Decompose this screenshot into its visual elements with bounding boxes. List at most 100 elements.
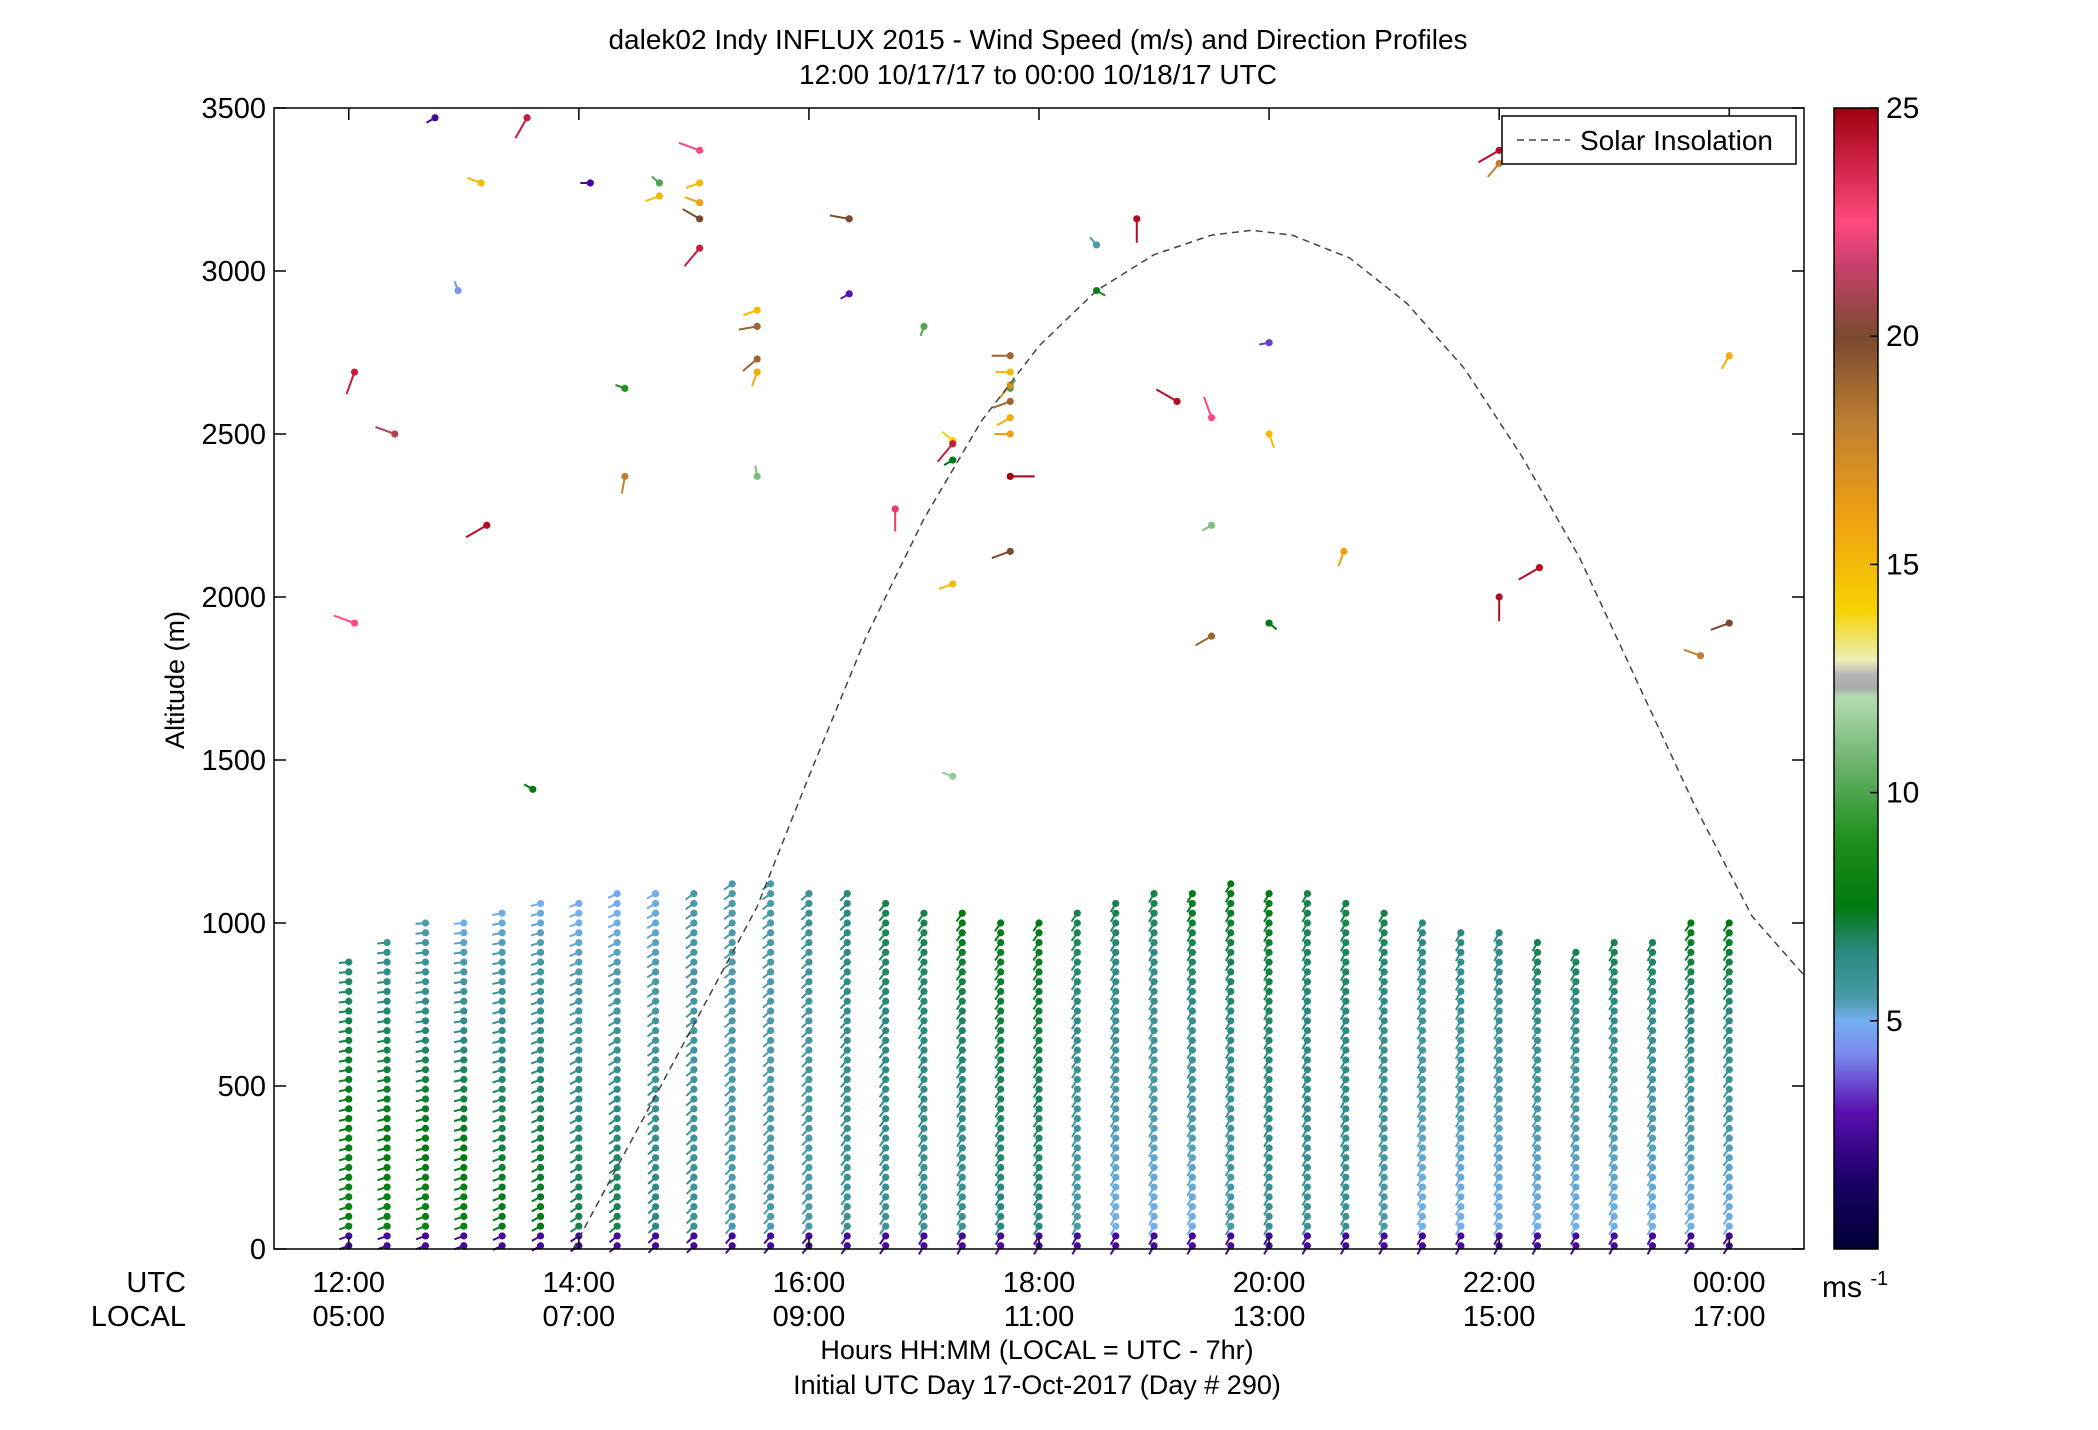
- profile-barb-dot: [1725, 1066, 1733, 1074]
- profile-barb-dot: [805, 1017, 813, 1025]
- profile-barb-dot: [997, 1095, 1005, 1103]
- profile-barb-dot: [1265, 1115, 1273, 1123]
- profile-barb-dot: [1150, 1222, 1158, 1230]
- profile-barb-dot: [882, 1036, 890, 1044]
- profile-barb-dot: [1457, 1124, 1465, 1132]
- profile-barb-dot: [1227, 929, 1235, 937]
- profile-barb-dot: [536, 1242, 545, 1250]
- profile-barb-dot: [690, 1085, 698, 1093]
- scatter-barb-stem: [1518, 566, 1540, 581]
- profile-barb-dot: [383, 987, 391, 996]
- profile-barb-dot: [1572, 1134, 1580, 1142]
- profile-barb-dot: [1265, 1222, 1273, 1230]
- profile-barb-dot: [345, 1026, 353, 1035]
- profile-barb-dot: [1725, 1085, 1733, 1093]
- profile-barb-dot: [1495, 1183, 1503, 1191]
- profile-barb-dot: [1227, 987, 1235, 996]
- profile-barb-dot: [1303, 958, 1311, 966]
- profile-barb-dot: [843, 1026, 851, 1035]
- scatter-barb-dot: [1265, 430, 1273, 438]
- profile-barb-dot: [1227, 997, 1235, 1005]
- profile-barb-dot: [345, 1017, 353, 1025]
- profile-barb-dot: [1035, 1232, 1043, 1240]
- profile-barb-dot: [958, 1085, 966, 1093]
- profile-barb-dot: [1150, 1095, 1158, 1103]
- scatter-barb-dot: [1725, 352, 1733, 360]
- profile-barb-dot: [1648, 987, 1657, 996]
- colorbar-tick-label: 25: [1886, 92, 1919, 125]
- profile-barb-dot: [1112, 1085, 1120, 1093]
- profile-barb-dot: [1495, 987, 1503, 996]
- profile-barb-dot: [882, 899, 890, 908]
- profile-barb-dot: [421, 1075, 430, 1084]
- profile-barb-dot: [1227, 938, 1235, 947]
- profile-barb-dot: [1303, 997, 1311, 1005]
- profile-barb-dot: [1150, 1242, 1158, 1250]
- y-tick-label: 3500: [201, 93, 266, 125]
- profile-barb-dot: [728, 1026, 736, 1035]
- profile-barb-dot: [1418, 919, 1427, 927]
- profile-barb-dot: [1227, 1242, 1235, 1250]
- profile-barb-dot: [1610, 1144, 1618, 1152]
- profile-barb-dot: [1227, 1115, 1235, 1123]
- profile-barb-dot: [1687, 919, 1695, 927]
- profile-barb-dot: [1035, 1105, 1043, 1113]
- profile-barb-dot: [1495, 968, 1503, 976]
- profile-barb-dot: [1418, 1232, 1427, 1240]
- profile-barb-dot: [1073, 909, 1081, 917]
- profile-barb-dot: [1227, 909, 1235, 917]
- profile-barb-dot: [613, 1222, 621, 1230]
- profile-barb-dot: [1035, 1163, 1043, 1172]
- profile-barb-dot: [805, 890, 813, 898]
- profile-barb-dot: [690, 1232, 698, 1240]
- profile-barb-dot: [1457, 1075, 1465, 1084]
- profile-barb-dot: [1380, 997, 1388, 1005]
- profile-barb-dot: [1150, 968, 1158, 976]
- profile-barb-dot: [1342, 987, 1350, 996]
- profile-barb-dot: [1648, 1085, 1657, 1093]
- profile-barb-dot: [1687, 1007, 1695, 1015]
- profile-barb-dot: [1188, 978, 1196, 986]
- profile-barb-dot: [690, 1203, 698, 1211]
- profile-barb-dot: [651, 929, 660, 937]
- profile-barb-dot: [1265, 948, 1273, 956]
- profile-barb-dot: [345, 958, 353, 966]
- profile-barb-dot: [1572, 1212, 1580, 1220]
- profile-barb-dot: [345, 1222, 353, 1230]
- profile-barb-dot: [1342, 968, 1350, 976]
- profile-barb-dot: [1380, 938, 1388, 947]
- profile-barb-dot: [498, 929, 506, 937]
- profile-barb-dot: [1495, 1115, 1503, 1123]
- profile-barb-dot: [1610, 1017, 1618, 1025]
- profile-barb-dot: [1188, 1193, 1196, 1201]
- profile-barb-dot: [1572, 1154, 1580, 1162]
- profile-barb-dot: [1342, 1056, 1350, 1064]
- profile-barb-dot: [1342, 1095, 1350, 1103]
- profile-barb-dot: [1495, 948, 1503, 956]
- y-axis: 0 500 1000 1500 2000 2500 3000 3500: [201, 93, 1804, 1266]
- profile-barb-dot: [460, 987, 468, 996]
- profile-barb-dot: [1418, 1212, 1427, 1220]
- profile-barb-dot: [1150, 1124, 1158, 1132]
- y-tick-label: 1000: [201, 908, 266, 940]
- profile-barb-dot: [920, 1075, 928, 1084]
- profile-barb-dot: [1725, 1183, 1733, 1191]
- profile-barb-dot: [997, 987, 1005, 996]
- profile-barb-dot: [536, 1026, 545, 1035]
- profile-barb-dot: [767, 1046, 775, 1054]
- profile-barb-dot: [460, 1232, 468, 1240]
- profile-barb-dot: [1457, 1163, 1465, 1172]
- profile-barb-dot: [1150, 1056, 1158, 1064]
- profile-barb-dot: [1150, 1154, 1158, 1162]
- x-tick-label-utc: 18:00: [1003, 1267, 1076, 1299]
- profile-barb-dot: [1380, 1007, 1388, 1015]
- profile-barb-dot: [613, 1056, 621, 1064]
- profile-barb-dot: [575, 1007, 583, 1015]
- profile-barb-dot: [575, 1222, 583, 1230]
- profile-barb-dot: [1073, 1163, 1081, 1172]
- profile-barb-dot: [575, 938, 583, 947]
- scatter-barb-dot: [845, 290, 853, 298]
- profile-barb-dot: [958, 997, 966, 1005]
- profile-barb-dot: [460, 1212, 468, 1220]
